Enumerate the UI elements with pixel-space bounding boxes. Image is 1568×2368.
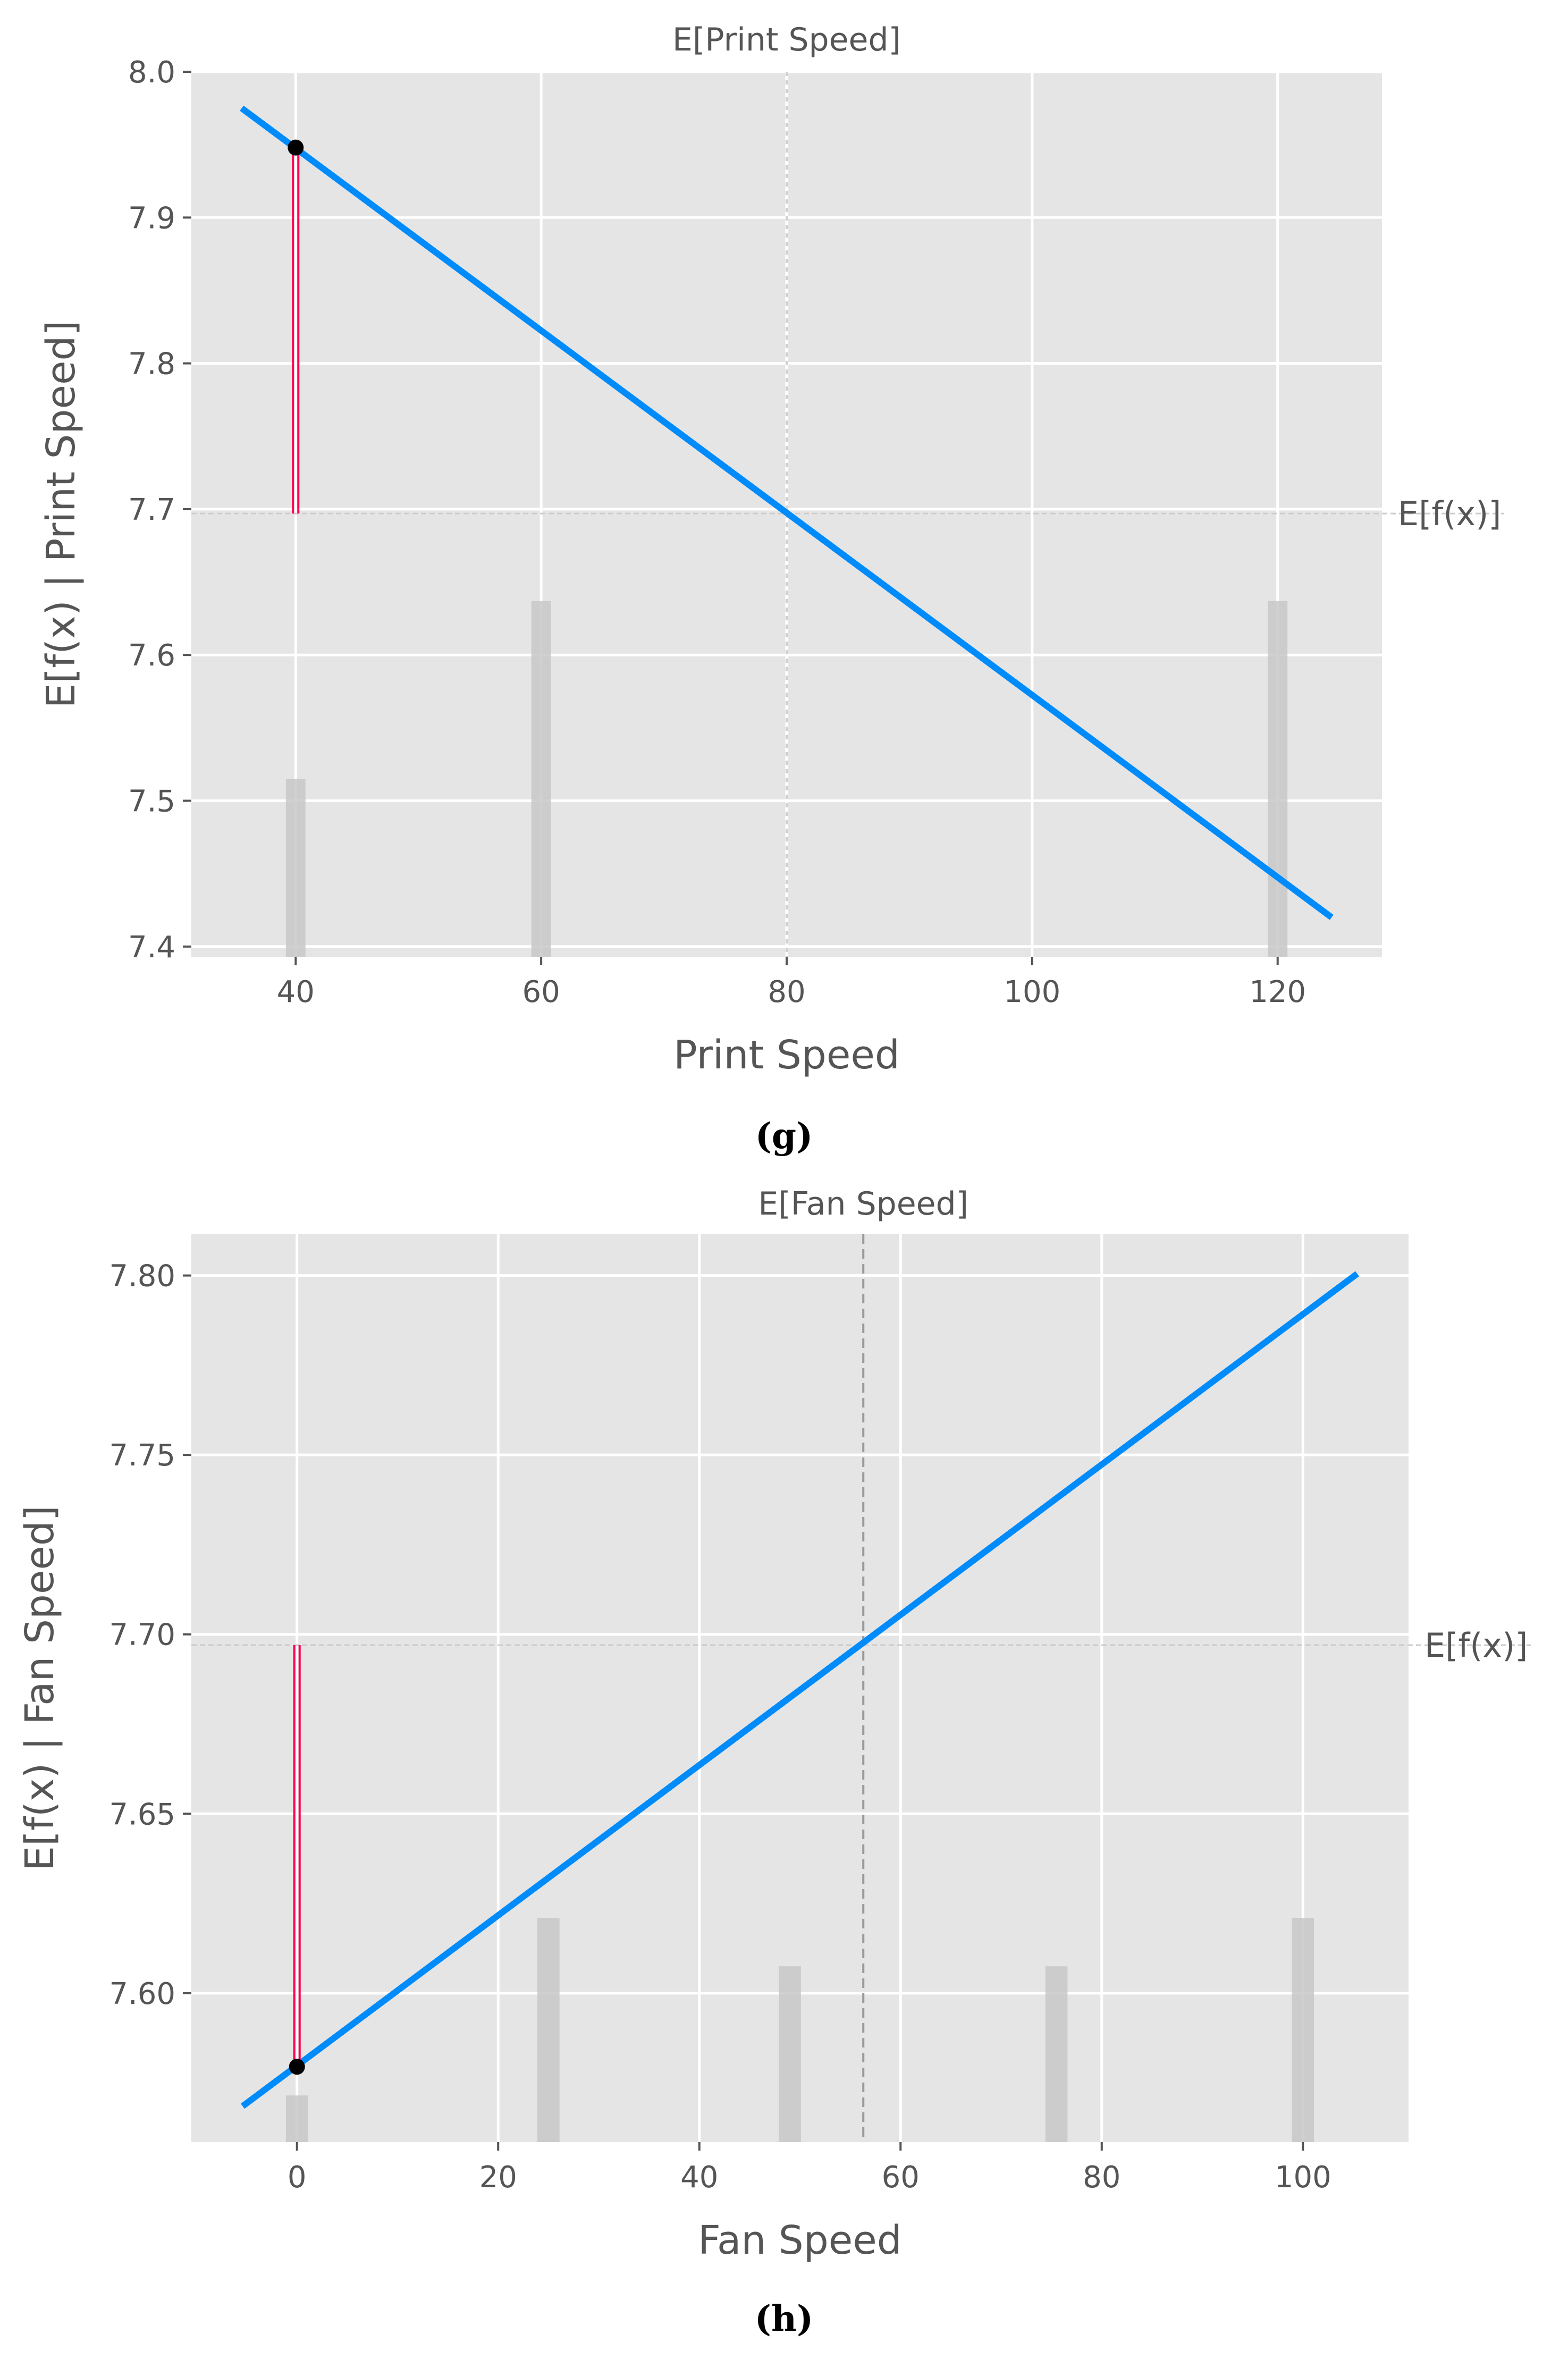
sample-point [289,2059,305,2075]
x-axis-title: Fan Speed [698,2218,902,2263]
x-tick-label: 120 [1249,975,1306,1009]
y-tick-label: 7.60 [109,1977,175,2011]
y-axis-title: E[f(x) | Print Speed] [38,321,84,709]
y-tick-label: 7.65 [109,1797,175,1832]
y-tick-label: 7.6 [128,638,175,673]
x-axis-title: Print Speed [673,1032,900,1078]
expected-value-label: E[f(x)] [1398,494,1501,533]
y-tick-label: 7.8 [128,347,175,382]
sample-point [288,139,304,156]
dependence-line [240,105,1334,920]
histogram-bar [537,1918,560,2142]
x-tick-label: 100 [1004,975,1060,1009]
x-tick-label: 100 [1275,2160,1331,2195]
x-tick-label: 80 [768,975,805,1009]
x-tick-label: 0 [288,2160,307,2195]
histogram-bar [1292,1918,1314,2142]
histogram-bar [285,2095,308,2142]
y-tick-label: 7.70 [109,1618,175,1653]
x-tick-label: 40 [680,2160,718,2195]
histogram-bar [1045,1966,1068,2142]
chart-title: E[Print Speed] [672,21,901,58]
chart-panel-h: 0 20 40 60 80 100 7.60 7.65 7.70 7.75 7.80 E[Fan S… [17,1185,1531,2339]
histogram-bar [779,1966,801,2142]
y-tick-label: 7.4 [128,930,175,965]
histogram-bar [1268,601,1288,957]
panel-label: (g) [755,1115,813,1157]
y-tick-label: 7.80 [109,1259,175,1294]
histogram-bar [285,779,306,957]
y-tick-label: 7.9 [128,201,175,235]
chart-title: E[Fan Speed] [758,1185,968,1223]
panel-label: (h) [755,2298,813,2339]
dependence-line [240,1271,1360,2109]
expected-value-label: E[f(x)] [1424,1626,1528,1665]
y-tick-label: 7.75 [109,1438,175,1473]
x-tick-label: 80 [1083,2160,1120,2195]
x-tick-label: 40 [277,975,315,1009]
x-tick-label: 60 [882,2160,920,2195]
y-tick-label: 8.0 [128,55,175,90]
chart-panel-g: 40 60 80 100 120 7.4 7.5 7.6 7.7 7.8 7.9 8.0 E[Prin… [38,21,1504,1157]
histogram-bar [531,601,551,957]
y-tick-label: 7.7 [128,493,175,527]
y-axis-title: E[f(x) | Fan Speed] [17,1505,63,1871]
x-tick-label: 20 [479,2160,517,2195]
y-tick-label: 7.5 [128,784,175,819]
x-tick-label: 60 [522,975,560,1009]
